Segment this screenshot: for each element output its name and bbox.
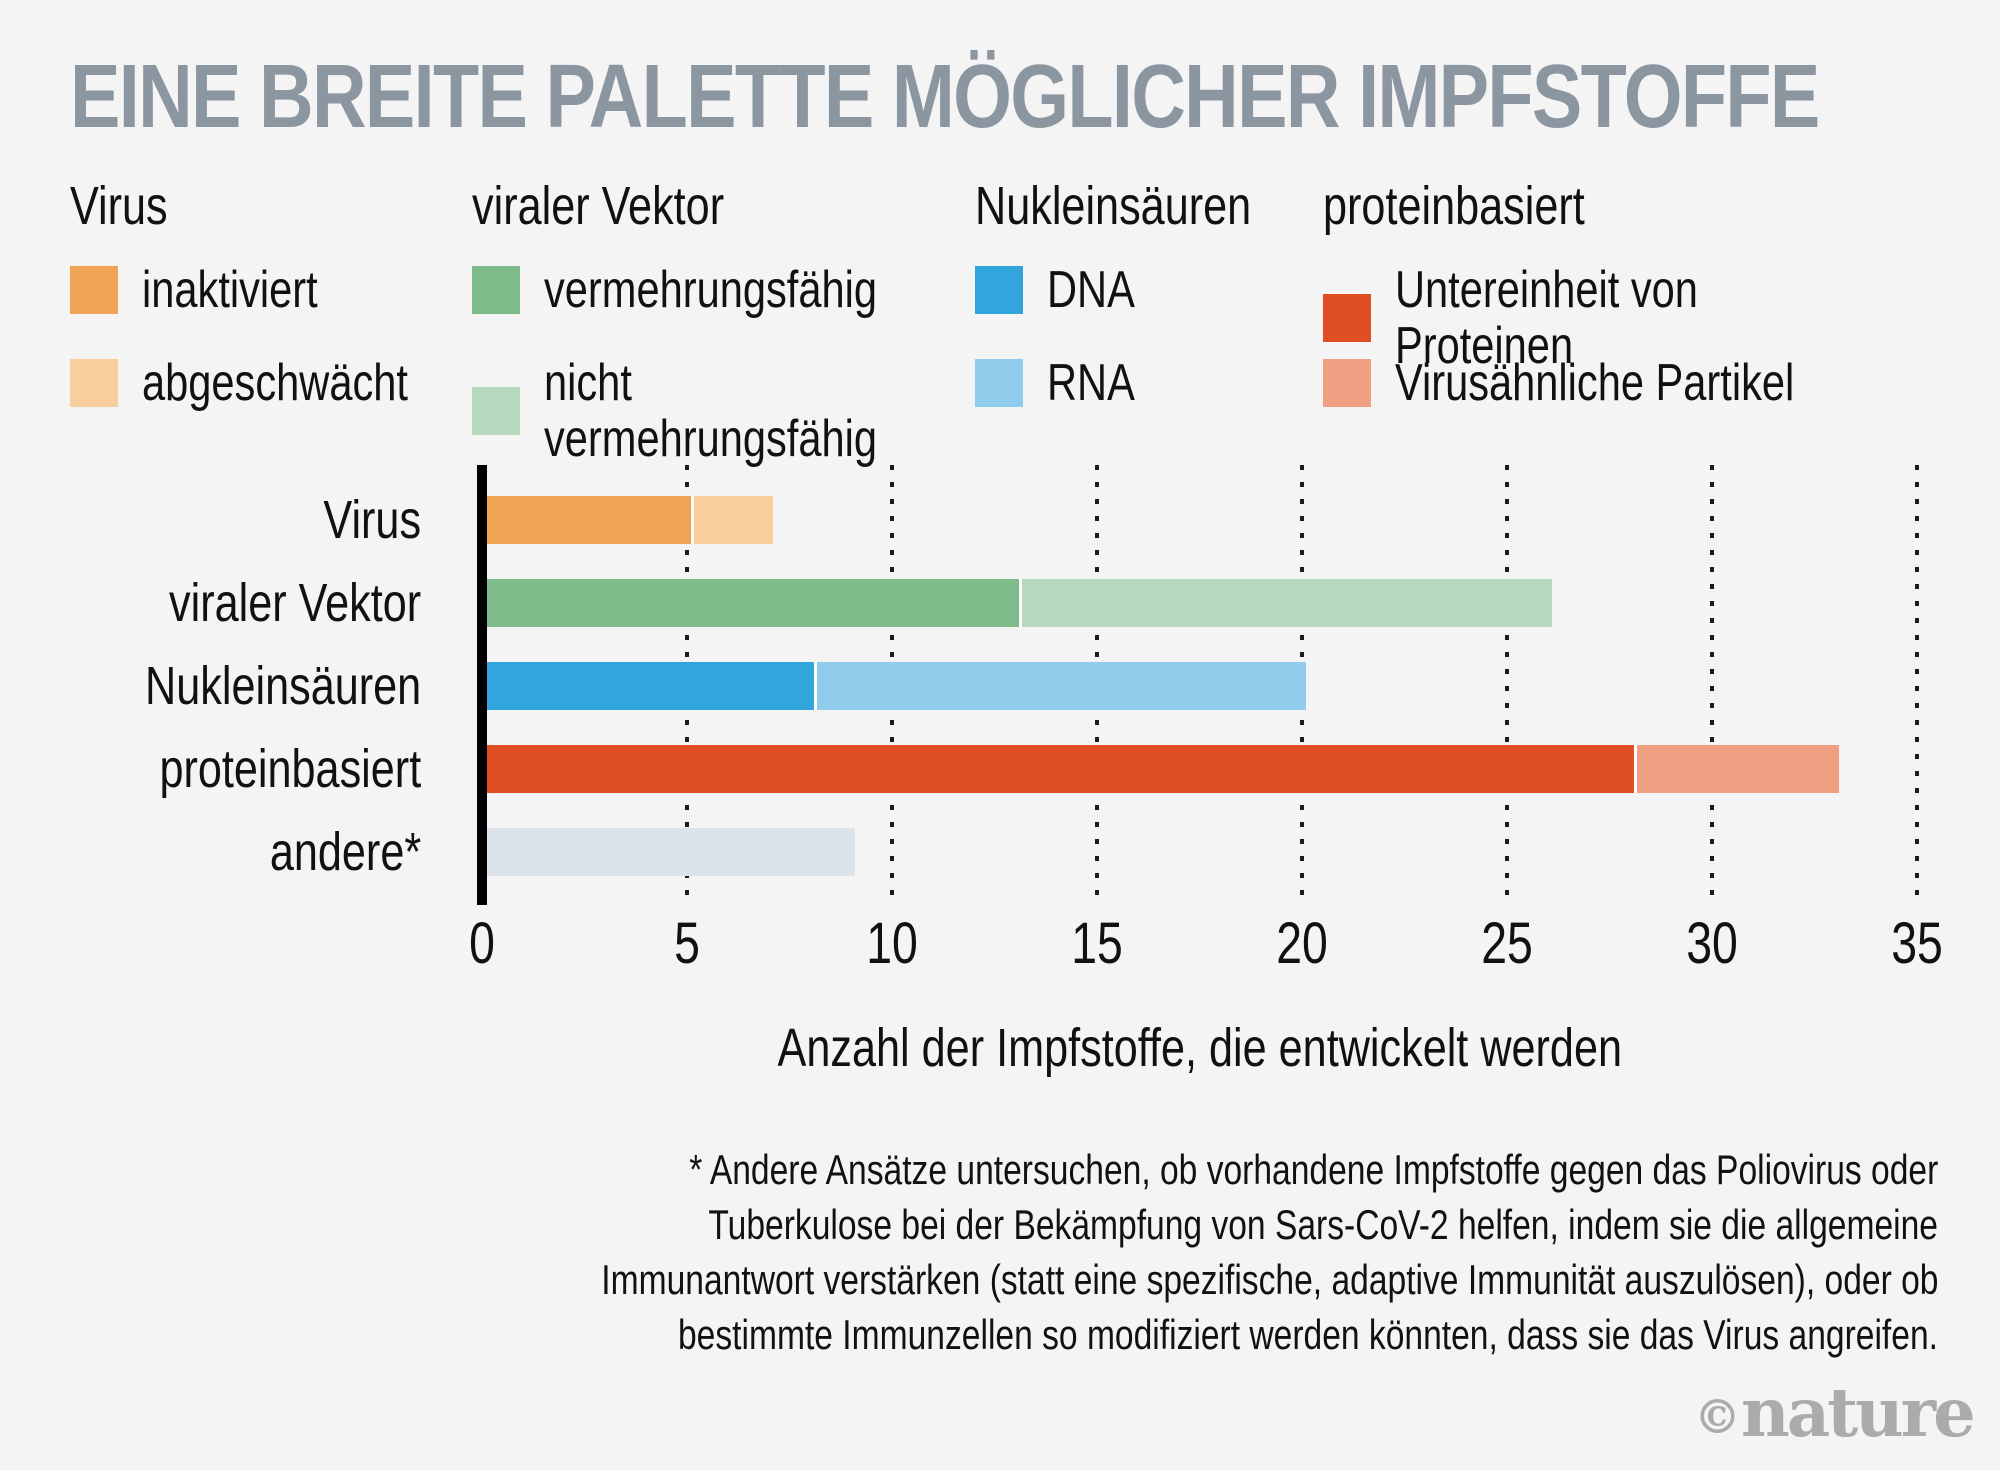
x-tick-20: 20 (1276, 911, 1328, 976)
gridline-25 (1505, 465, 1509, 905)
category-label-text: proteinbasiert (159, 739, 421, 799)
footnote-line: Tuberkulose bei der Bekämpfung von Sars-… (708, 1201, 1938, 1248)
legend-item-label: vermehrungsfähig (544, 262, 960, 318)
x-tick-15: 15 (1071, 911, 1123, 976)
x-tick-5: 5 (674, 911, 700, 976)
category-label: Virus (40, 488, 421, 552)
legend-item: nicht vermehrungsfähig (472, 355, 960, 467)
legend-swatch (472, 387, 520, 435)
legend-group-4: proteinbasiert Untereinheit von Proteinen… (1323, 176, 1963, 466)
legend-item: inaktiviert (70, 262, 362, 318)
legend-group-header: Virus (70, 176, 192, 236)
bar-row-andere (486, 828, 855, 876)
legend-item-label: Virusähnliche Partikel (1395, 355, 1894, 411)
legend-item-label: Untereinheit von Proteinen (1395, 262, 1963, 374)
legend-item-label: RNA (1047, 355, 1157, 411)
bar-segment-dna (486, 662, 814, 710)
legend-item-label-text: inaktiviert (142, 261, 318, 319)
bar-segment-virus-hnliche-partikel (1634, 745, 1839, 793)
legend-item-label: nicht vermehrungsfähig (544, 355, 960, 467)
bar-row-Virus (486, 496, 773, 544)
legend-swatch (1323, 294, 1371, 342)
legend-item: abgeschwächt (70, 355, 474, 411)
legend-item-label: DNA (1047, 262, 1157, 318)
legend-item-label-text: abgeschwächt (142, 354, 408, 412)
bar-row-proteinbasiert (486, 745, 1839, 793)
legend-group-1: Virus inaktiviert abgeschwächt (70, 176, 710, 466)
legend-item: Untereinheit von Proteinen (1323, 262, 1963, 374)
bar-segment-vermehrungsf-hig (486, 579, 1019, 627)
page-title-text: EINE BREITE PALETTE MÖGLICHER IMPFSTOFFE (70, 47, 1820, 147)
legend-item-label-text: Virusähnliche Partikel (1395, 354, 1795, 412)
legend-group-3: Nukleinsäuren DNA RNA (975, 176, 1615, 466)
legend-header-text: Virus (70, 176, 168, 236)
category-label: viraler Vektor (40, 571, 421, 635)
category-label: proteinbasiert (40, 737, 421, 801)
bar-row-viralerVektor (486, 579, 1552, 627)
category-label-text: Virus (323, 490, 421, 550)
footnote: * Andere Ansätze untersuchen, ob vorhand… (267, 1142, 1938, 1362)
legend-group-header: proteinbasiert (1323, 176, 1650, 236)
legend-header-text: viraler Vektor (472, 176, 725, 236)
legend-swatch (472, 266, 520, 314)
x-tick-0: 0 (469, 911, 495, 976)
x-tick-25: 25 (1481, 911, 1533, 976)
footnote-line: * Andere Ansätze untersuchen, ob vorhand… (688, 1146, 1938, 1193)
legend-swatch (70, 266, 118, 314)
legend-item: DNA (975, 262, 1157, 318)
bar-segment-inaktiviert (486, 496, 691, 544)
footnote-line: bestimmte Immunzellen so modifiziert wer… (678, 1311, 1938, 1358)
legend-item: Virusähnliche Partikel (1323, 355, 1894, 411)
legend-item-label: abgeschwächt (142, 355, 474, 411)
legend-header-text: Nukleinsäuren (975, 176, 1252, 236)
gridline-30 (1710, 465, 1714, 905)
category-label-text: viraler Vektor (168, 573, 421, 633)
nature-logo-text: nature (1741, 1373, 1976, 1452)
y-axis-line (477, 465, 487, 905)
bar-segment-rna (814, 662, 1306, 710)
legend-item-label-text: RNA (1047, 354, 1135, 412)
legend-swatch (975, 266, 1023, 314)
category-label-text: Nukleinsäuren (144, 656, 421, 716)
category-label: Nukleinsäuren (40, 654, 421, 718)
bar-row-Nukleinsuren (486, 662, 1306, 710)
legend-item: vermehrungsfähig (472, 262, 960, 318)
bar-segment-nicht-vermehrungsf-hig (1019, 579, 1552, 627)
bar-segment-andere (486, 828, 855, 876)
legend-item-label-text: DNA (1047, 261, 1135, 319)
legend-group-2: viraler Vektor vermehrungsfähig nicht verm… (472, 176, 1112, 467)
legend-item-label-text: Untereinheit von Proteinen (1395, 261, 1698, 375)
legend-item-label-text: vermehrungsfähig (544, 261, 877, 319)
x-tick-10: 10 (866, 911, 918, 976)
category-label-text: andere* (269, 822, 421, 882)
legend-group-header: viraler Vektor (472, 176, 787, 236)
legend-item-label-text: nicht vermehrungsfähig (544, 354, 877, 468)
gridline-35 (1915, 465, 1919, 905)
copyright-icon: © (1694, 1390, 1741, 1445)
bar-segment-abgeschw-cht (691, 496, 773, 544)
page-title: EINE BREITE PALETTE MÖGLICHER IMPFSTOFFE (70, 52, 2000, 142)
x-tick-30: 30 (1686, 911, 1738, 976)
bar-segment-untereinheit-von-proteinen (486, 745, 1634, 793)
footnote-line: Immunantwort verstärken (statt eine spez… (600, 1256, 1938, 1303)
legend-item: RNA (975, 355, 1157, 411)
nature-logo: ©nature (1694, 1379, 1976, 1461)
category-label: andere* (40, 820, 421, 884)
x-axis-title-text: Anzahl der Impfstoffe, die entwickelt we… (777, 1018, 1623, 1078)
x-tick-35: 35 (1891, 911, 1943, 976)
legend-item-label: inaktiviert (142, 262, 362, 318)
legend-header-text: proteinbasiert (1323, 176, 1585, 236)
legend-swatch (975, 359, 1023, 407)
legend-group-header: Nukleinsäuren (975, 176, 1320, 236)
x-axis-title: Anzahl der Impfstoffe, die entwickelt we… (482, 1018, 1918, 1078)
legend-swatch (70, 359, 118, 407)
legend-swatch (1323, 359, 1371, 407)
